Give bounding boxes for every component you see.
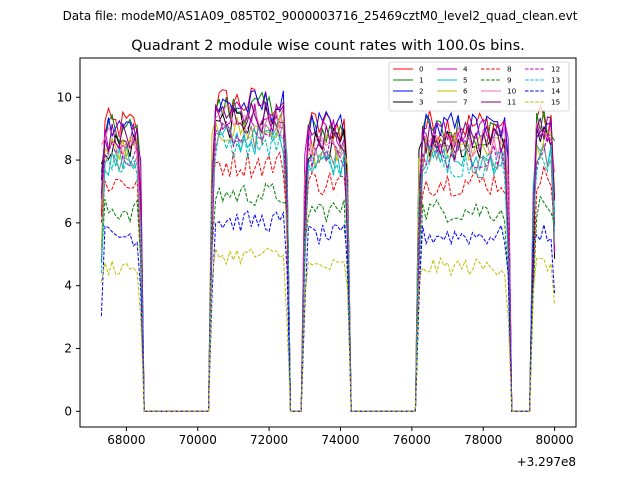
series-line-2 [100,90,556,412]
legend-label-4: 4 [463,65,468,74]
series-line-10 [100,103,556,412]
y-axis: 0 2 4 6 8 10 [57,90,80,418]
x-axis: 68000 70000 72000 74000 76000 78000 80000 [107,427,574,447]
legend-label-2: 2 [419,87,424,96]
x-tick-label: 80000 [535,433,573,447]
legend-label-3: 3 [419,98,424,107]
plot-area [100,87,556,412]
series-line-12 [100,116,556,412]
y-tick-label: 2 [64,341,72,355]
y-tick-label: 0 [64,404,72,418]
x-tick-label: 70000 [179,433,217,447]
x-tick-label: 72000 [250,433,288,447]
series-line-15 [100,246,556,412]
series-line-13 [100,128,556,412]
legend-label-5: 5 [463,76,468,85]
axes-frame [79,57,577,428]
x-tick-label: 78000 [464,433,502,447]
legend-label-0: 0 [419,65,424,74]
legend-label-13: 13 [551,76,560,85]
legend-label-6: 6 [463,87,468,96]
x-tick-label: 76000 [393,433,431,447]
x-offset-label: +3.297e8 [517,455,576,469]
y-tick-label: 4 [64,279,72,293]
legend-label-7: 7 [463,98,468,107]
legend-label-9: 9 [507,76,512,85]
legend-label-11: 11 [507,98,516,107]
series-line-9 [100,182,556,412]
legend-label-10: 10 [507,87,517,96]
y-tick-label: 10 [57,90,72,104]
chart-title: Quadrant 2 module wise count rates with … [131,38,525,54]
x-tick-label: 74000 [321,433,359,447]
x-tick-label: 68000 [107,433,145,447]
legend-label-14: 14 [551,87,561,96]
series-line-14 [100,210,556,412]
legend-label-12: 12 [551,65,560,74]
suptitle: Data file: modeM0/AS1A09_085T02_90000037… [63,9,578,23]
legend-label-1: 1 [419,76,424,85]
legend-label-8: 8 [507,65,512,74]
y-tick-label: 6 [64,216,72,230]
legend-label-15: 15 [551,98,560,107]
y-tick-label: 8 [64,153,72,167]
legend-box [388,61,570,112]
series-line-8 [100,151,556,412]
